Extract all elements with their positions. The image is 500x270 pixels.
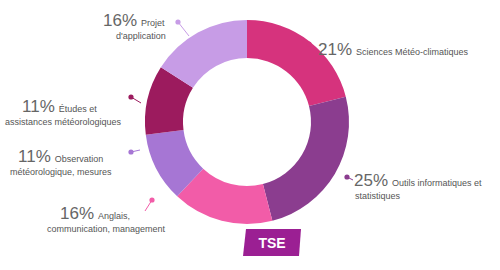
category-label: Observationmétéorologique, mesures xyxy=(10,154,112,177)
slice xyxy=(161,20,247,88)
data-label: 16% xyxy=(60,204,94,223)
category-label: Études etassistances météorologiques xyxy=(5,104,122,127)
slice xyxy=(247,20,346,106)
labels: 21% Sciences Météo-climatiques 25%Outils i… xyxy=(5,11,482,234)
chart: 21% Sciences Météo-climatiques 25%Outils i… xyxy=(0,0,500,270)
leader-dot xyxy=(306,41,311,46)
badge-box xyxy=(243,229,301,256)
data-label: 21% xyxy=(318,40,352,59)
category-label: Anglais,communication, management xyxy=(47,211,166,234)
leader-line xyxy=(178,22,189,36)
leader-dot xyxy=(128,149,133,154)
category-label: Sciences Météo-climatiques xyxy=(356,47,469,57)
data-label: 11% xyxy=(22,97,55,116)
category-label: Outils informatiques etstatistiques xyxy=(355,178,482,201)
data-label: 11% xyxy=(18,147,51,166)
category-label: Projetd'application xyxy=(116,18,166,41)
annotation: TSE xyxy=(258,235,285,251)
leader-dot xyxy=(128,94,133,99)
slice xyxy=(146,130,203,196)
data-label: 25% xyxy=(354,171,388,190)
leader-dot xyxy=(149,197,154,202)
leader-dot xyxy=(175,19,180,24)
leader-dot xyxy=(344,174,349,179)
badge: TSE xyxy=(243,229,301,256)
slice xyxy=(263,97,349,221)
data-label: 16% xyxy=(103,11,137,30)
